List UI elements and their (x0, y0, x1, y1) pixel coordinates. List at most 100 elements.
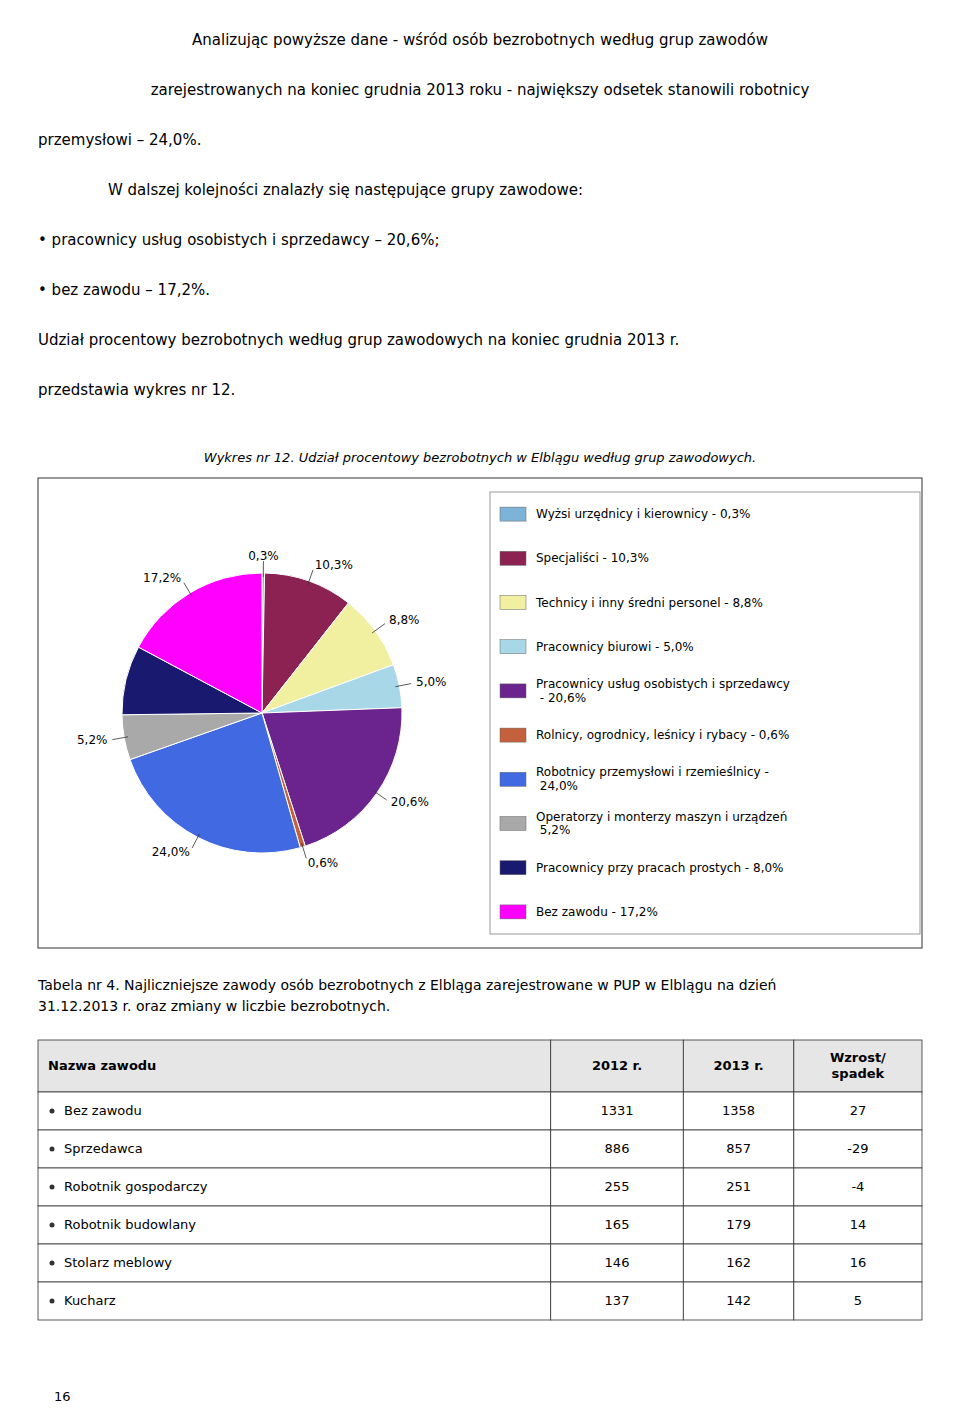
table-cell-text: 179 (726, 1217, 751, 1232)
legend-entry: Robotnicy przemysłowi i rzemieślnicy - 2… (536, 765, 769, 793)
row-bullet (50, 1299, 55, 1304)
data-label: 0,3% (248, 549, 279, 563)
paragraph-line: zarejestrowanych na koniec grudnia 2013 … (151, 81, 810, 99)
legend-entry: Bez zawodu - 17,2% (536, 904, 658, 918)
table-cell-text: Robotnik budowlany (64, 1217, 196, 1232)
table-cell (683, 1130, 794, 1168)
table-cell-text: 1358 (722, 1103, 755, 1118)
text-line: Specjaliści - 10,3% (536, 551, 649, 565)
leader-line (372, 624, 385, 633)
table-cell-text: -29 (847, 1141, 868, 1156)
table-cell-text: Sprzedawca (64, 1141, 143, 1156)
leader-line (112, 737, 128, 740)
legend-entry: Operatorzy i monterzy maszyn i urządzeń … (536, 809, 787, 837)
legend-entry: Technicy i inny średni personel - 8,8% (535, 595, 763, 609)
text-line: spadek (832, 1065, 885, 1080)
data-label: 17,2% (143, 571, 181, 585)
paragraph-line: W dalszej kolejności znalazły się następ… (108, 181, 583, 199)
data-label: 8,8% (389, 613, 420, 627)
leader-line (395, 684, 411, 687)
table-cell-text: 1331 (600, 1103, 633, 1118)
table-cell-text: Bez zawodu (64, 1103, 142, 1118)
legend-swatch (500, 817, 526, 831)
legend-swatch (500, 905, 526, 919)
leader-line (184, 583, 192, 597)
text-line: - 20,6% (536, 690, 586, 704)
table-cell (794, 1092, 922, 1130)
data-label: 20,6% (391, 795, 429, 809)
row-bullet (50, 1261, 55, 1266)
legend-entry: Pracownicy usług osobistych i sprzedawcy… (536, 677, 790, 705)
paragraph-line: przemysłowi – 24,0%. (38, 131, 201, 149)
table-caption: Tabela nr 4. Najliczniejsze zawody osób … (37, 977, 776, 993)
data-label: 0,6% (308, 856, 339, 870)
text-line: Robotnicy przemysłowi i rzemieślnicy - (536, 765, 769, 779)
table-cell (683, 1282, 794, 1320)
leader-line (192, 834, 199, 848)
table-cell (38, 1040, 551, 1092)
data-label: 5,0% (416, 675, 447, 689)
row-bullet (50, 1185, 55, 1190)
legend-entry: Pracownicy przy pracach prostych - 8,0% (536, 860, 784, 874)
text-line: Rolnicy, ogrodnicy, leśnicy i rybacy - 0… (536, 728, 789, 742)
data-labels: 0,3%10,3%8,8%5,0%20,6%0,6%24,0%5,2%17,2% (77, 549, 447, 870)
text-line: 2012 r. (592, 1058, 642, 1073)
table-cell (551, 1092, 684, 1130)
table-header: 2012 r. (592, 1058, 642, 1073)
table-cell (551, 1040, 684, 1092)
legend-swatch (500, 507, 526, 521)
row-bullet (50, 1109, 55, 1114)
text-line: Operatorzy i monterzy maszyn i urządzeń (536, 809, 787, 823)
data-label: 5,2% (77, 733, 108, 747)
legend-swatch (500, 728, 526, 742)
text-line: Nazwa zawodu (48, 1058, 156, 1073)
text-line: Pracownicy biurowi - 5,0% (536, 639, 694, 653)
table-cell (794, 1282, 922, 1320)
data-label: 24,0% (152, 845, 190, 859)
table-cell-text: 857 (726, 1141, 751, 1156)
legend-swatch (500, 551, 526, 565)
page-number: 16 (54, 1389, 71, 1404)
table-cell (38, 1092, 551, 1130)
paragraph-line: Udział procentowy bezrobotnych według gr… (38, 331, 679, 349)
table-header: Wzrost/spadek (830, 1050, 886, 1081)
legend-swatch (500, 596, 526, 610)
text-line: 5,2% (536, 823, 570, 837)
text-line: Pracownicy przy pracach prostych - 8,0% (536, 860, 784, 874)
table-cell (38, 1244, 551, 1282)
table-cell (38, 1282, 551, 1320)
chart-frame (38, 478, 922, 948)
text-line: 2013 r. (713, 1058, 763, 1073)
table-cell-text: Robotnik gospodarczy (64, 1179, 208, 1194)
table-cell (794, 1040, 922, 1092)
paragraph-line: przedstawia wykres nr 12. (38, 381, 235, 399)
table-cell-text: 165 (605, 1217, 630, 1232)
row-bullet (50, 1147, 55, 1152)
table-cell-text: 251 (726, 1179, 751, 1194)
legend-frame (490, 492, 920, 934)
table-cell (794, 1206, 922, 1244)
paragraph-line: • bez zawodu – 17,2%. (38, 281, 210, 299)
table-cell (38, 1206, 551, 1244)
page: Analizując powyższe dane - wśród osób be… (0, 0, 960, 1421)
table-cell (551, 1244, 684, 1282)
table-cell (551, 1168, 684, 1206)
table-cell (683, 1040, 794, 1092)
body-text: Analizując powyższe dane - wśród osób be… (38, 31, 809, 399)
table-cell-text: 16 (850, 1255, 867, 1270)
table-cell (683, 1206, 794, 1244)
pie-slice (262, 665, 402, 713)
text-line: Bez zawodu - 17,2% (536, 904, 658, 918)
legend-entry: Wyżsi urzędnicy i kierownicy - 0,3% (536, 507, 750, 521)
table-cell-text: 255 (605, 1179, 630, 1194)
table-cell (683, 1168, 794, 1206)
paragraph-line: Analizując powyższe dane - wśród osób be… (192, 31, 768, 49)
leader-line (308, 570, 313, 585)
table: Tabela nr 4. Najliczniejsze zawody osób … (37, 977, 922, 1320)
legend-swatch (500, 861, 526, 875)
table-caption: 31.12.2013 r. oraz zmiany w liczbie bezr… (38, 998, 390, 1014)
text-line: Pracownicy usług osobistych i sprzedawcy (536, 677, 790, 691)
table-cell-text: 142 (726, 1293, 751, 1308)
pie (122, 573, 402, 853)
table-cell-text: 162 (726, 1255, 751, 1270)
